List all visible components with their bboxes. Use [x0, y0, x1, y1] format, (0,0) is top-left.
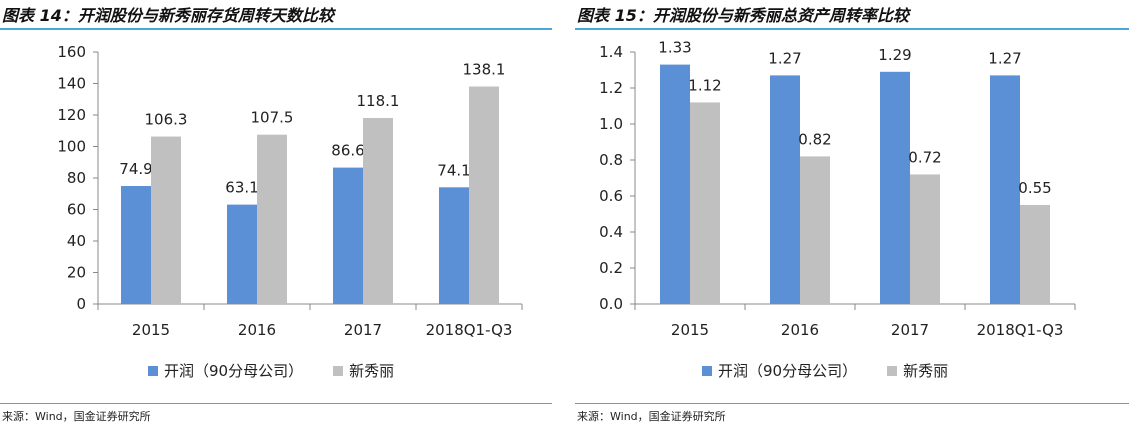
figure-title: 图表 15：开润股份与新秀丽总资产周转率比较 [577, 6, 909, 25]
y-tick-label: 160 [57, 43, 86, 61]
legend-swatch-xinxiuli [333, 365, 344, 376]
legend-label-xinxiuli: 新秀丽 [903, 362, 949, 380]
x-tick-label: 2015 [132, 321, 170, 339]
bar-kairun-2017 [333, 167, 363, 304]
data-label-kairun: 1.27 [768, 49, 801, 67]
data-label-xinxiuli: 1.12 [688, 76, 721, 94]
data-label-xinxiuli: 118.1 [357, 92, 400, 110]
bar-xinxiuli-2016 [800, 156, 830, 304]
bar-kairun-2015 [660, 64, 690, 304]
source-divider [575, 403, 1129, 404]
bar-xinxiuli-2015 [690, 102, 720, 305]
data-label-kairun: 1.27 [988, 49, 1021, 67]
y-tick-label: 120 [57, 106, 86, 124]
data-label-xinxiuli: 106.3 [145, 111, 188, 129]
x-tick-label: 2017 [891, 321, 929, 339]
y-tick-label: 0 [76, 295, 86, 313]
legend-swatch-xinxiuli [887, 365, 898, 376]
source-note: 来源：Wind，国金证券研究所 [577, 410, 726, 423]
data-label-xinxiuli: 138.1 [463, 60, 506, 78]
chart-legend: 开润（90分母公司） 新秀丽 [702, 360, 978, 381]
y-tick-label: 60 [67, 201, 86, 219]
x-tick-label: 2015 [671, 321, 709, 339]
legend-item-kairun: 开润（90分母公司） [702, 360, 857, 381]
y-tick-label: 1.4 [599, 43, 623, 61]
title-divider [0, 28, 552, 30]
asset-turnover-bar-chart: 0.0 0.2 0.4 0.6 0.8 1.0 1.2 1.4 1.33 1.12 2015 1.27… [599, 39, 1076, 339]
bar-kairun-2016 [227, 204, 257, 304]
bar-kairun-2017 [880, 71, 910, 304]
y-tick-label: 1.2 [599, 79, 623, 97]
data-label-kairun: 74.1 [437, 161, 470, 179]
y-tick-label: 80 [67, 169, 86, 187]
y-tick-label: 20 [67, 264, 86, 282]
data-label-kairun: 74.9 [119, 160, 152, 178]
chart-panel-inventory-days: 图表 14：开润股份与新秀丽存货周转天数比较 0 20 40 60 80 100 120 14… [0, 0, 552, 425]
inventory-days-bar-chart: 0 20 40 60 80 100 120 140 160 74.9 106.3 2015 63.1 10… [57, 43, 523, 339]
bar-xinxiuli-2015 [151, 136, 181, 304]
legend-label-kairun: 开润（90分母公司） [164, 362, 304, 380]
data-label-xinxiuli: 107.5 [251, 109, 294, 127]
data-label-kairun: 63.1 [225, 179, 258, 197]
bar-xinxiuli-2017 [910, 174, 940, 304]
legend-item-xinxiuli: 新秀丽 [333, 360, 394, 381]
data-label-kairun: 1.29 [878, 46, 911, 64]
title-divider [575, 28, 1129, 30]
bar-kairun-2016 [770, 75, 800, 305]
source-divider [0, 403, 552, 404]
legend-item-xinxiuli: 新秀丽 [887, 360, 948, 381]
x-tick-label: 2017 [344, 321, 382, 339]
chart-legend: 开润（90分母公司） 新秀丽 [148, 360, 424, 381]
y-tick-label: 1.0 [599, 115, 623, 133]
y-tick-label: 40 [67, 232, 86, 250]
y-tick-label: 0.6 [599, 187, 623, 205]
data-label-xinxiuli: 0.72 [908, 148, 941, 166]
legend-item-kairun: 开润（90分母公司） [148, 360, 303, 381]
bar-xinxiuli-2018Q1-Q3 [469, 86, 499, 305]
bar-xinxiuli-2018Q1-Q3 [1020, 205, 1050, 304]
chart-panel-asset-turnover: 图表 15：开润股份与新秀丽总资产周转率比较 0.0 0.2 0.4 0.6 0.8 1.… [575, 0, 1129, 425]
y-tick-label: 0.8 [599, 151, 623, 169]
bar-xinxiuli-2017 [363, 117, 393, 305]
legend-swatch-kairun [702, 365, 712, 376]
x-tick-label: 2018Q1-Q3 [426, 321, 513, 339]
source-note: 来源：Wind，国金证券研究所 [2, 410, 151, 423]
data-label-xinxiuli: 0.55 [1018, 179, 1051, 197]
bar-kairun-2015 [121, 186, 151, 304]
data-label-kairun: 86.6 [331, 142, 364, 160]
x-tick-label: 2016 [238, 321, 276, 339]
bar-kairun-2018Q1-Q3 [439, 187, 469, 304]
y-tick-label: 0.4 [599, 223, 623, 241]
bar-kairun-2018Q1-Q3 [990, 75, 1020, 305]
legend-label-xinxiuli: 新秀丽 [349, 362, 395, 380]
data-label-kairun: 1.33 [658, 39, 691, 57]
data-label-xinxiuli: 0.82 [798, 130, 831, 148]
y-tick-label: 140 [57, 75, 86, 93]
x-tick-label: 2016 [781, 321, 819, 339]
legend-swatch-kairun [148, 365, 158, 376]
x-tick-label: 2018Q1-Q3 [977, 321, 1064, 339]
y-tick-label: 0.0 [599, 295, 623, 313]
legend-label-kairun: 开润（90分母公司） [718, 362, 858, 380]
y-tick-label: 0.2 [599, 259, 623, 277]
bar-xinxiuli-2016 [257, 134, 287, 304]
y-tick-label: 100 [57, 138, 86, 156]
figure-title: 图表 14：开润股份与新秀丽存货周转天数比较 [2, 6, 334, 25]
